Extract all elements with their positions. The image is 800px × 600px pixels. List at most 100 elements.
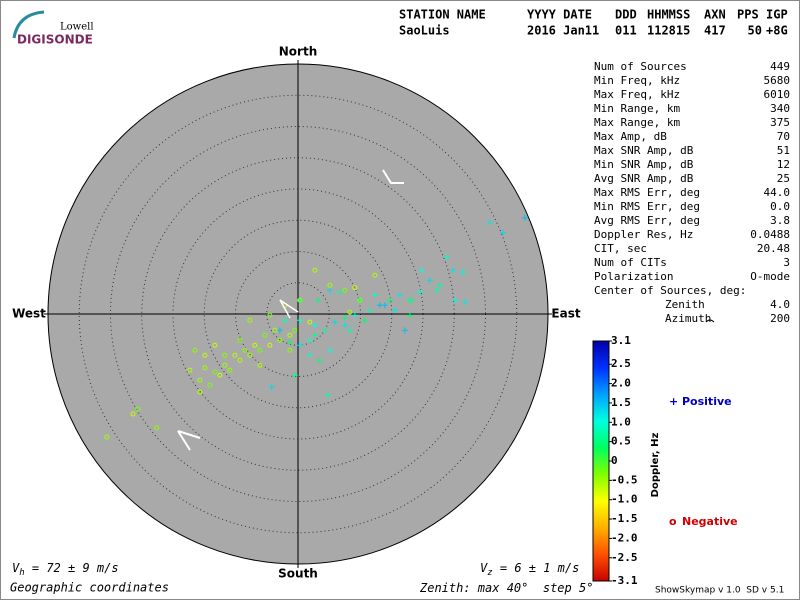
source-positive: [321, 327, 328, 334]
source-positive: [286, 339, 293, 346]
source-negative: [222, 352, 228, 358]
azimuth-icon: [705, 319, 715, 323]
stat-value: O-mode: [750, 270, 790, 283]
stat-label: Polarization: [594, 270, 673, 283]
source-positive: [460, 269, 466, 276]
stat-value: 3.8: [770, 214, 790, 227]
source-negative: [312, 267, 318, 273]
colorbar-tick-label: -1.5: [611, 512, 638, 525]
velocity-part: V: [12, 561, 20, 575]
source-positive: [281, 317, 288, 324]
source-negative: [277, 337, 283, 343]
source-negative: [192, 347, 198, 353]
source-positive: [433, 287, 440, 294]
stat-value: 3: [783, 256, 790, 269]
stat-value: 70: [777, 130, 790, 143]
source-negative: [272, 327, 278, 333]
source-positive: [401, 327, 408, 334]
velocity: Vh = 72 ± 9 m/s: [12, 561, 119, 578]
source-negative: [267, 342, 273, 348]
legend-entry: Positive: [682, 395, 732, 408]
zenith-part: step: [528, 581, 579, 595]
source-positive: [291, 372, 298, 379]
source-negative: [252, 342, 258, 348]
colorbar-tick-label: -1.0: [611, 493, 638, 506]
stat-label: Zenith: [665, 298, 705, 311]
header-value: 50: [748, 24, 762, 38]
legend-entry: Negative: [682, 515, 738, 528]
stat-value: 6010: [764, 88, 791, 101]
stat-value: 44.0: [764, 186, 791, 199]
source-negative: [197, 389, 203, 395]
source-negative: [347, 309, 353, 315]
source-negative: [202, 365, 208, 371]
source-positive: [408, 297, 415, 304]
colorbar-tick-label: 0: [611, 454, 618, 467]
source-negative: [135, 406, 141, 412]
legend-symbol: +: [669, 395, 678, 408]
source-negative: [197, 377, 203, 383]
source-negative: [227, 367, 233, 373]
stat-value: 4.0: [770, 298, 790, 311]
source-negative: [287, 332, 293, 338]
colorbar-tick-label: -2.5: [611, 551, 638, 564]
header-value: 2016 Jan11: [527, 24, 599, 38]
source-positive: [311, 322, 318, 329]
source-positive: [341, 322, 348, 329]
chevron: [177, 430, 201, 451]
source-negative: [212, 342, 218, 348]
chevron: [279, 299, 299, 319]
colorbar: [592, 340, 610, 582]
header-value: 011: [615, 24, 637, 38]
zenith-part: °: [521, 581, 528, 595]
header-value: 417: [704, 24, 726, 38]
source-negative: [187, 367, 193, 373]
chevron: [382, 169, 404, 184]
stat-label: Avg RMS Err, deg: [594, 214, 700, 227]
logo-top: Lowell: [60, 22, 94, 33]
source-negative: [307, 319, 313, 325]
stat-value: 200: [770, 312, 790, 325]
source-positive: [315, 297, 321, 304]
source-positive: [361, 317, 368, 324]
source-negative: [257, 362, 263, 368]
colorbar-tick-label: -2.0: [611, 531, 638, 544]
stat-label: Num of CITs: [594, 256, 667, 269]
source-positive: [436, 282, 443, 289]
stat-label: CIT, sec: [594, 242, 647, 255]
source-positive: [486, 219, 493, 226]
source-positive: [311, 332, 318, 339]
source-negative: [217, 372, 223, 378]
source-negative: [257, 347, 263, 353]
stat-label: Min SNR Amp, dB: [594, 158, 694, 171]
header-label: AXN: [704, 8, 726, 22]
source-positive: [366, 307, 373, 314]
source-negative: [287, 347, 293, 353]
stat-label: Max Range, km: [594, 116, 680, 129]
source-positive: [276, 327, 283, 334]
stat-value: 340: [770, 102, 790, 115]
source-negative: [352, 285, 358, 291]
source-negative: [267, 312, 273, 318]
source-negative: [130, 411, 136, 417]
direction-label: North: [279, 45, 317, 59]
velocity: Vz = 6 ± 1 m/s: [480, 561, 579, 578]
colorbar-tick-label: -0.5: [611, 473, 638, 486]
source-positive: [396, 292, 403, 299]
header-label: PPS: [737, 8, 759, 22]
direction-label: South: [278, 567, 318, 581]
stat-label: Max SNR Amp, dB: [594, 144, 694, 157]
colorbar-tick-label: 1.0: [611, 415, 631, 428]
source-positive: [341, 314, 348, 321]
source-negative: [247, 317, 253, 323]
header-label: IGP: [766, 8, 788, 22]
colorbar-tick-label: 3.1: [611, 334, 631, 347]
header-label: YYYY DATE: [527, 8, 592, 22]
source-positive: [351, 312, 358, 319]
legend-symbol: o: [669, 515, 677, 528]
source-negative: [357, 297, 363, 303]
source-positive: [306, 337, 313, 344]
velocity-part: = 6 ± 1 m/s: [493, 561, 580, 575]
stat-label: Max Amp, dB: [594, 130, 667, 143]
